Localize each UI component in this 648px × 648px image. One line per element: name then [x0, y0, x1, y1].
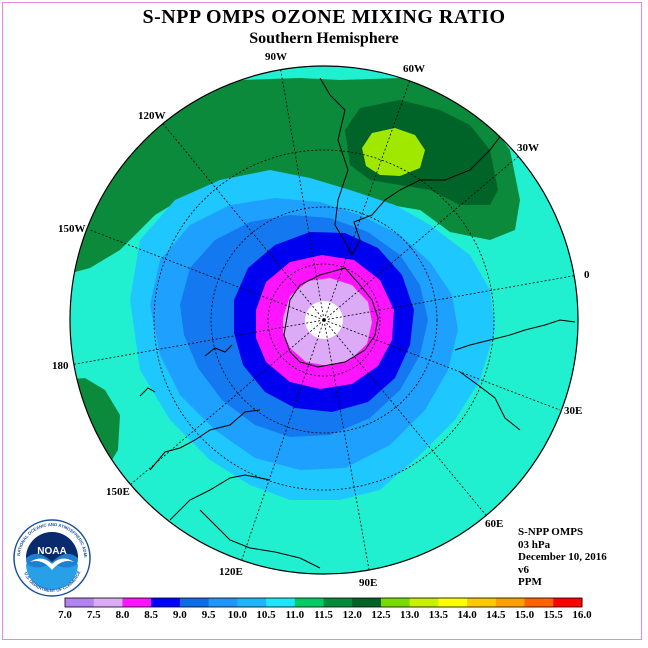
- color-scale-label: 16.0: [572, 609, 592, 621]
- logo-text: NOAA: [37, 546, 66, 557]
- africa-coast: [454, 319, 576, 431]
- antarctica-coast: [283, 267, 379, 368]
- logo-seagull: [30, 558, 74, 570]
- lon-label-150w: 150W: [58, 223, 86, 235]
- southeast-asia-coast: [199, 509, 321, 569]
- lon-label-30e: 30E: [564, 405, 583, 417]
- latitude-circle-60s: [153, 149, 495, 491]
- color-scale-label: 15.0: [514, 609, 535, 621]
- color-scale-cell: [65, 598, 95, 607]
- color-scale-labels: 7.0 7.5 8.0 8.5 9.0 9.5 10.0 10.5 11.0 11.5 12.0 12…: [0, 609, 648, 623]
- coastlines: [139, 77, 576, 569]
- meridian-90w: [279, 66, 325, 321]
- lon-label-60w: 60W: [403, 63, 425, 75]
- color-scale-label: 11.5: [314, 609, 333, 621]
- meridian-150e: [129, 319, 325, 486]
- noaa-logo: NOAA NATIONAL OCEANIC AND ATMOSPHERIC AD…: [12, 518, 91, 597]
- color-scale-cell: [294, 598, 324, 607]
- globe-outline: [69, 65, 579, 575]
- region-12-to-12-5: [362, 128, 425, 176]
- color-scale-label: 9.0: [173, 609, 187, 621]
- info-date: December 10, 2016: [518, 551, 607, 564]
- color-scale-outline: [64, 597, 583, 608]
- color-scale-cell: [93, 598, 123, 607]
- meridian-60w: [323, 79, 411, 321]
- color-scale-cell: [179, 598, 210, 607]
- color-scale-label: 13.0: [400, 609, 420, 621]
- color-scale-label: 14.0: [457, 609, 477, 621]
- color-scale-cell: [438, 598, 468, 607]
- color-scale-label: 9.5: [201, 609, 216, 621]
- color-scale-label: 8.5: [144, 609, 159, 621]
- info-block: S-NPP OMPS 03 hPa December 10, 2016 v6 P…: [518, 526, 607, 589]
- color-scale-cell: [467, 598, 497, 607]
- color-scale-cell: [237, 598, 267, 607]
- ozone-field: [70, 66, 578, 574]
- color-scale-cell: [151, 598, 181, 607]
- info-version: v6: [518, 563, 529, 576]
- color-scale-cell: [553, 598, 583, 607]
- color-scale-cell: [524, 598, 554, 607]
- australia-coast: [149, 409, 271, 521]
- latitude-circle-80s: [267, 263, 381, 377]
- lon-label-150e: 150E: [106, 486, 130, 498]
- info-units: PPM: [518, 576, 542, 589]
- color-scale-cell: [323, 598, 353, 607]
- color-scale-cell: [352, 598, 382, 607]
- meridian-150w: [89, 229, 325, 321]
- color-scale-label: 14.5: [486, 609, 506, 621]
- page-subtitle: Southern Hemisphere: [249, 30, 399, 47]
- meridian-180: [70, 319, 325, 366]
- meridian-30w: [323, 154, 521, 321]
- color-scale-label: 8.0: [115, 609, 130, 621]
- color-scale: [64, 597, 583, 608]
- color-scale-cells: [64, 597, 583, 608]
- info-level: 03 hPa: [518, 538, 551, 551]
- lon-label-60e: 60E: [485, 518, 504, 530]
- color-scale-label: 7.0: [58, 609, 72, 621]
- color-scale-label: 13.5: [428, 609, 448, 621]
- color-scale-label: 10.5: [256, 609, 276, 621]
- color-scale-cell: [409, 598, 439, 607]
- new-zealand-coast: [139, 344, 233, 397]
- lon-label-120w: 120W: [138, 110, 166, 122]
- meridian-120e: [239, 319, 325, 566]
- color-scale-label: 7.5: [86, 609, 101, 621]
- meridian-90e: [323, 319, 371, 574]
- color-scale-label: 10.0: [227, 609, 247, 621]
- graticule: [70, 66, 578, 574]
- color-scale-label: 12.0: [342, 609, 362, 621]
- color-scale-cell: [208, 598, 238, 607]
- color-scale-cell: [495, 598, 526, 607]
- color-scale-cell: [122, 598, 152, 607]
- color-scale-label: 11.0: [285, 609, 305, 621]
- lon-label-120e: 120E: [219, 566, 243, 578]
- lon-label-180: 180: [52, 360, 69, 372]
- lon-label-90e: 90E: [359, 577, 378, 589]
- color-scale-label: 12.5: [371, 609, 391, 621]
- color-scale-label: 15.5: [543, 609, 563, 621]
- meridian-120w: [159, 119, 325, 321]
- lon-label-0: 0: [584, 269, 590, 281]
- meridian-60e: [323, 319, 491, 521]
- info-instrument: S-NPP OMPS: [518, 526, 584, 538]
- page-title: S-NPP OMPS OZONE MIXING RATIO: [142, 6, 506, 28]
- page-frame: [2, 2, 642, 640]
- color-scale-cell: [266, 598, 296, 607]
- lon-label-30w: 30W: [517, 142, 539, 154]
- lon-label-90w: 90W: [265, 51, 287, 63]
- latitude-circle-70s: [210, 206, 438, 434]
- color-scale-cell: [380, 598, 411, 607]
- south-america-coast: [319, 77, 521, 257]
- meridian-0: [323, 274, 578, 321]
